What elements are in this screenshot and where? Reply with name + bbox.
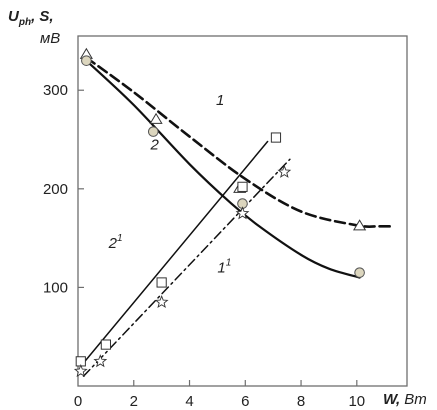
series-0-line xyxy=(85,56,395,228)
curve-label-text: 1 xyxy=(216,92,224,109)
series-2-line xyxy=(80,140,269,368)
x-axis-label-main: W, xyxy=(383,391,400,408)
square-marker xyxy=(156,277,167,288)
plot-frame xyxy=(77,35,408,387)
curve-label-text: 1 xyxy=(217,260,225,277)
y-axis-label: Uph, S, xyxy=(8,8,54,28)
curve-label-3: 11 xyxy=(217,258,231,277)
series-3-line xyxy=(82,158,291,377)
curve-label-superscript: 1 xyxy=(117,233,123,244)
curve-label-1: 2 xyxy=(149,136,159,153)
star-marker xyxy=(277,164,292,178)
square-marker xyxy=(237,181,248,192)
x-tick-label: 6 xyxy=(241,393,249,410)
x-tick-label: 10 xyxy=(348,393,365,410)
triangle-marker xyxy=(353,219,367,231)
x-tick-label: 2 xyxy=(130,393,138,410)
y-tick-label: 300 xyxy=(43,82,68,99)
y-axis-label-main: U xyxy=(8,8,20,25)
circle-marker xyxy=(147,126,159,137)
x-tick-label: 8 xyxy=(297,393,305,410)
curve-label-text: 2 xyxy=(108,235,118,252)
star-marker xyxy=(154,294,169,309)
circle-marker xyxy=(354,267,365,278)
curve-label-2: 21 xyxy=(108,233,123,252)
y-tick-label: 200 xyxy=(43,181,68,198)
circle-marker xyxy=(81,55,92,66)
x-tick-label: 0 xyxy=(74,393,82,410)
square-marker xyxy=(100,339,111,350)
star-marker xyxy=(235,206,250,220)
star-marker xyxy=(73,363,88,378)
curve-label-text: 2 xyxy=(149,136,159,153)
y-axis-label-sub: ph xyxy=(18,17,31,28)
y-axis-label-rest: , S, xyxy=(30,8,54,25)
y-axis-unit: мВ xyxy=(40,30,60,47)
x-axis-label-unit: Вт xyxy=(404,391,427,408)
square-marker xyxy=(270,132,282,143)
curve-label-0: 1 xyxy=(216,92,224,109)
star-marker xyxy=(93,354,108,368)
triangle-marker xyxy=(149,112,163,124)
curve-label-superscript: 1 xyxy=(226,258,232,269)
y-tick-label: 100 xyxy=(43,279,68,296)
x-axis-label: W, Вт xyxy=(383,391,427,408)
x-tick-label: 4 xyxy=(185,393,193,410)
